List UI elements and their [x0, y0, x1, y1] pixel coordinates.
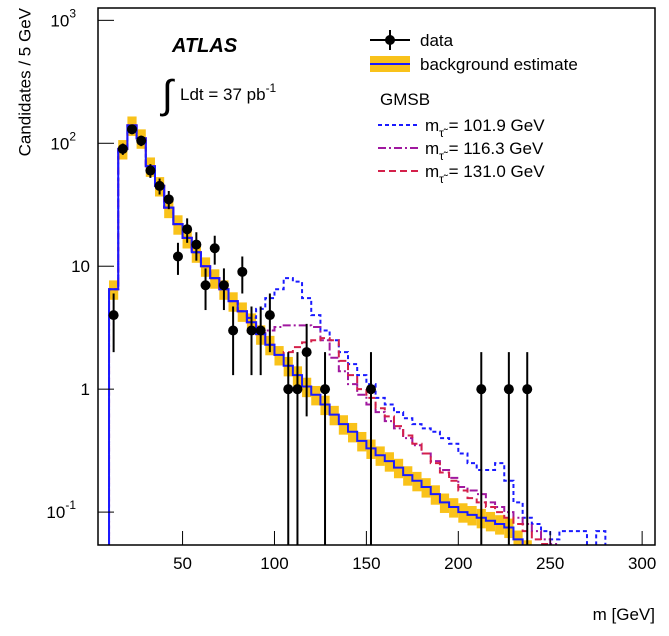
legend-label: background estimate: [420, 55, 578, 74]
legend-label: mτ̃ = 101.9 GeV: [425, 116, 545, 140]
y-tick-base: 10: [50, 11, 69, 30]
data-point: [228, 325, 239, 336]
data-point: [246, 325, 257, 336]
legend-symbol: m: [425, 116, 439, 135]
legend-label: mτ̃ = 116.3 GeV: [425, 139, 544, 163]
y-tick-label: 1: [81, 380, 90, 399]
plot-frame: [97, 7, 656, 546]
y-tick-exponent: 2: [69, 129, 76, 143]
background-band: [541, 550, 550, 551]
y-tick-exponent: 3: [69, 6, 76, 20]
data-point: [292, 384, 303, 395]
legend-label: data: [420, 31, 454, 50]
signal-line: [108, 124, 552, 545]
legend-symbol: m: [425, 162, 439, 181]
background-band: [596, 550, 605, 551]
y-tick-label: 103: [50, 6, 76, 30]
data-point: [301, 347, 312, 358]
legend-label: mτ̃ = 131.0 GeV: [425, 162, 545, 186]
luminosity-text: Ldt = 37 pb: [180, 85, 266, 104]
legend-name: = 131.0 GeV: [444, 162, 545, 181]
x-tick-label: 150: [352, 554, 380, 573]
legend-symbol: m: [425, 139, 439, 158]
data-point: [136, 135, 147, 146]
legend-data-point: [385, 35, 395, 45]
signal-line: [108, 124, 561, 545]
background-band: [513, 530, 523, 545]
data-point: [182, 224, 193, 235]
data-point: [117, 143, 128, 154]
data-point: [503, 384, 514, 395]
y-tick-base: 10: [50, 134, 69, 153]
background-line: [108, 124, 524, 545]
background-band: [587, 550, 596, 551]
data-point: [108, 310, 119, 321]
background-band: [605, 550, 614, 551]
y-axis-label: Candidates / 5 GeV: [15, 7, 34, 156]
x-tick-label: 200: [444, 554, 472, 573]
data-point: [145, 165, 156, 176]
x-tick-label: 50: [173, 554, 192, 573]
y-tick-base: 10: [46, 503, 65, 522]
y-tick-exponent: -1: [65, 498, 76, 512]
background-band: [559, 550, 568, 551]
legend-name: = 116.3 GeV: [444, 139, 544, 158]
luminosity-exponent: -1: [266, 81, 277, 95]
data-point: [218, 280, 229, 291]
background-band: [578, 550, 587, 551]
data-point: [237, 266, 248, 277]
data-point: [476, 384, 487, 395]
x-tick-label: 300: [628, 554, 656, 573]
background-band: [550, 550, 559, 551]
data-point: [264, 310, 275, 321]
data-point: [255, 325, 266, 336]
y-tick-label: 10-1: [46, 498, 76, 522]
background-band: [633, 550, 642, 551]
plot-area: [108, 116, 642, 551]
data-point: [320, 384, 331, 395]
background-band: [532, 546, 541, 550]
data-point: [522, 384, 533, 395]
data-point: [163, 194, 174, 205]
y-tick-label: 10: [71, 257, 90, 276]
data-point: [127, 124, 138, 135]
signal-line: [108, 124, 607, 545]
integral-sign: ∫: [160, 73, 176, 117]
background-band: [569, 550, 578, 551]
data-point: [200, 280, 211, 291]
data-point: [365, 384, 376, 395]
x-tick-label: 250: [536, 554, 564, 573]
background-band: [624, 550, 633, 551]
x-axis-label: m [GeV]: [593, 605, 655, 624]
background-band: [615, 550, 624, 551]
legend-header: GMSB: [380, 90, 430, 109]
x-tick-label: 100: [260, 554, 288, 573]
legend-name: = 101.9 GeV: [444, 116, 545, 135]
data-point: [191, 239, 202, 250]
y-tick-label: 102: [50, 129, 76, 153]
data-point: [172, 251, 183, 262]
experiment-label: ATLAS: [171, 35, 238, 57]
data-point: [209, 243, 220, 254]
data-point: [283, 384, 294, 395]
luminosity: Ldt = 37 pb-1: [180, 81, 277, 104]
data-point: [154, 180, 165, 191]
